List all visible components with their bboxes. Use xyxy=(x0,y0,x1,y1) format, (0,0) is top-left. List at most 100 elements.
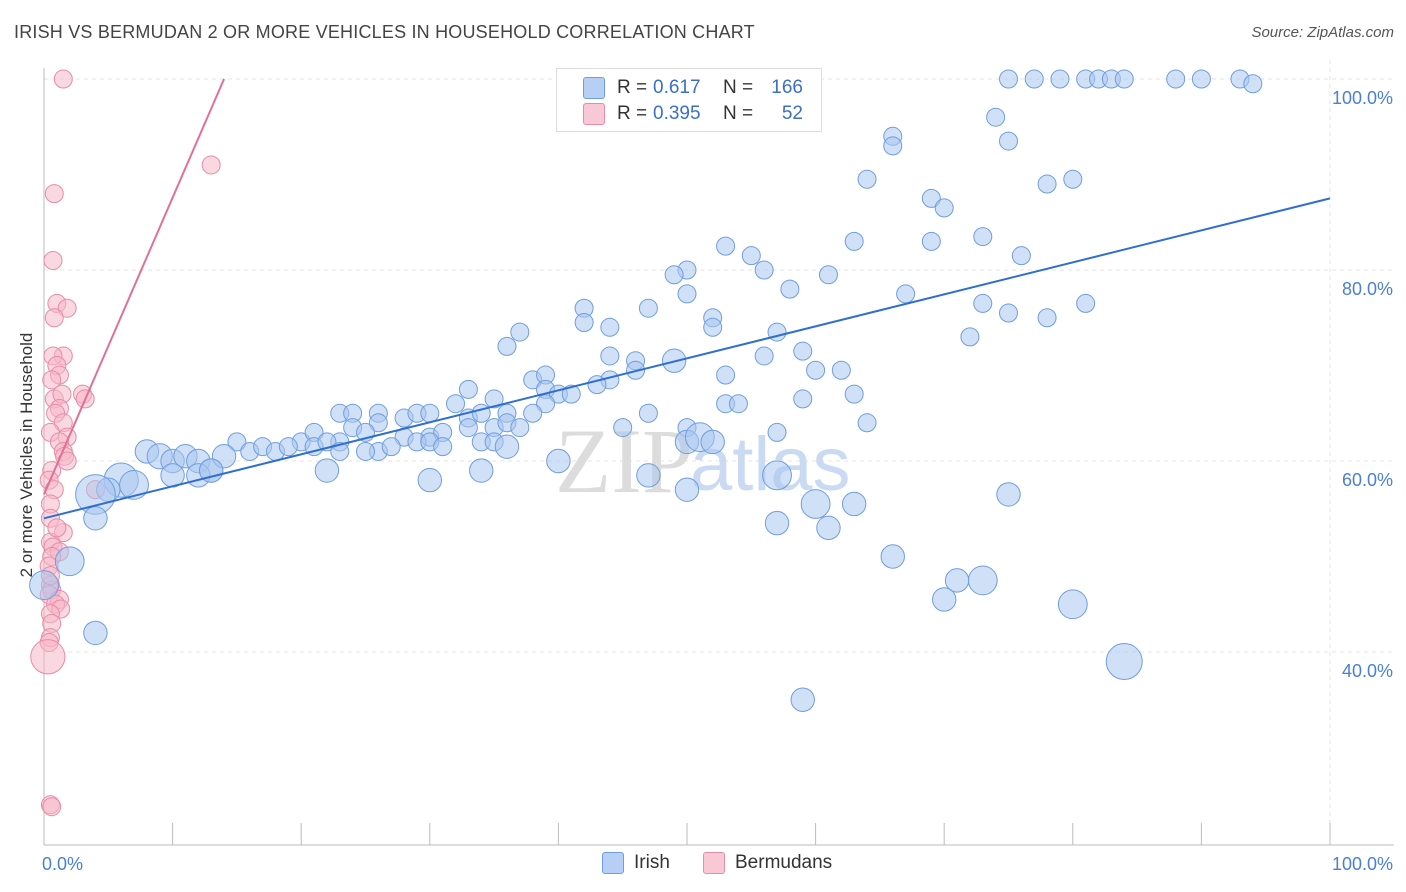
irish-point xyxy=(921,231,941,251)
irish-trend-line xyxy=(43,197,1331,520)
axes xyxy=(43,68,1394,846)
irish-point xyxy=(700,429,725,455)
tick-labels: 40.0% 60.0% 80.0% 100.0% 0.0% 100.0% xyxy=(42,88,1393,874)
irish-point xyxy=(536,394,556,414)
legend-n-label: N = xyxy=(723,103,754,124)
irish-point xyxy=(433,437,453,457)
irish-point xyxy=(420,403,440,423)
irish-point xyxy=(844,384,864,404)
irish-point xyxy=(638,403,658,423)
irish-point xyxy=(841,491,867,517)
irish-point xyxy=(368,413,388,433)
irish-point xyxy=(967,565,998,596)
irish-point xyxy=(716,236,736,256)
irish-point xyxy=(638,298,658,318)
irish-point xyxy=(1024,69,1044,89)
legend-r-label: R = xyxy=(617,77,648,98)
irish-point xyxy=(1166,69,1186,89)
irish-point xyxy=(857,413,877,433)
irish-point xyxy=(574,313,594,333)
irish-point xyxy=(754,346,774,366)
bermudans-points xyxy=(30,69,221,817)
irish-point xyxy=(458,379,478,399)
irish-point xyxy=(816,515,841,541)
irish-point xyxy=(790,687,815,712)
irish-point xyxy=(546,448,571,474)
irish-point xyxy=(996,482,1021,507)
irish-point xyxy=(484,389,504,409)
legend-swatch-irish xyxy=(583,77,605,99)
legend-r-label: R = xyxy=(617,103,648,124)
irish-point xyxy=(800,489,831,519)
bermudans-point xyxy=(47,518,67,538)
bottom-legend-irish: Irish xyxy=(602,852,670,874)
irish-point xyxy=(1050,69,1070,89)
irish-point xyxy=(741,246,761,266)
irish-point xyxy=(510,418,530,438)
irish-point xyxy=(83,506,108,531)
irish-point xyxy=(857,169,877,189)
irish-point xyxy=(29,570,59,601)
irish-point xyxy=(831,360,851,380)
bermudans-trend-line xyxy=(43,78,225,495)
bermudans-point xyxy=(201,155,221,175)
irish-point xyxy=(818,265,838,285)
irish-point xyxy=(703,317,723,337)
irish-point xyxy=(973,293,993,313)
irish-point xyxy=(1037,174,1057,194)
irish-point xyxy=(896,284,916,304)
bermudans-point xyxy=(30,639,66,675)
y-tick-label: 100.0% xyxy=(1332,88,1393,108)
irish-point xyxy=(1011,246,1031,266)
irish-point xyxy=(561,384,581,404)
irish-point xyxy=(381,437,401,457)
irish-point xyxy=(446,394,466,414)
chart-source: Source: ZipAtlas.com xyxy=(1251,24,1394,41)
irish-point xyxy=(944,568,970,593)
trend-lines xyxy=(43,78,1331,520)
bermudans-point xyxy=(44,184,64,204)
bottom-swatch-bermudans xyxy=(703,852,725,874)
correlation-legend: R = 0.617 N = 166 R = 0.395 N = 52 xyxy=(556,68,822,132)
x-tick-label-right: 100.0% xyxy=(1332,854,1393,874)
bermudans-point xyxy=(42,797,62,817)
irish-point xyxy=(1243,74,1263,94)
legend-row-irish: R = 0.617 N = 166 xyxy=(583,76,803,100)
irish-point xyxy=(314,458,340,483)
bottom-swatch-irish xyxy=(602,852,624,874)
irish-point xyxy=(600,346,620,366)
irish-point xyxy=(330,441,350,461)
legend-n-label: N = xyxy=(723,77,754,98)
bottom-legend-bermudans: Bermudans xyxy=(703,852,832,874)
legend-n-value: 166 xyxy=(771,77,803,98)
irish-point xyxy=(883,136,903,156)
irish-point xyxy=(764,510,790,536)
irish-point xyxy=(198,458,224,483)
irish-point xyxy=(1037,308,1057,328)
irish-point xyxy=(806,360,826,380)
irish-point xyxy=(458,418,478,438)
irish-point xyxy=(754,260,774,280)
y-tick-label: 40.0% xyxy=(1342,661,1393,681)
irish-point xyxy=(677,284,697,304)
irish-point xyxy=(600,317,620,337)
irish-point xyxy=(523,403,543,423)
irish-point xyxy=(417,467,442,493)
irish-point xyxy=(1114,69,1134,89)
irish-point xyxy=(1063,169,1083,189)
irish-point xyxy=(356,441,375,461)
irish-point xyxy=(934,198,954,218)
irish-point xyxy=(510,322,530,342)
irish-point xyxy=(497,336,517,356)
irish-point xyxy=(1105,643,1143,681)
irish-point xyxy=(613,418,633,438)
y-tick-label: 60.0% xyxy=(1342,470,1393,490)
irish-point xyxy=(767,422,787,442)
irish-point xyxy=(999,131,1018,151)
irish-point xyxy=(793,389,813,409)
irish-point xyxy=(999,69,1018,89)
legend-swatch-bermudans xyxy=(583,103,605,125)
irish-point xyxy=(793,341,813,361)
irish-point xyxy=(999,303,1018,323)
